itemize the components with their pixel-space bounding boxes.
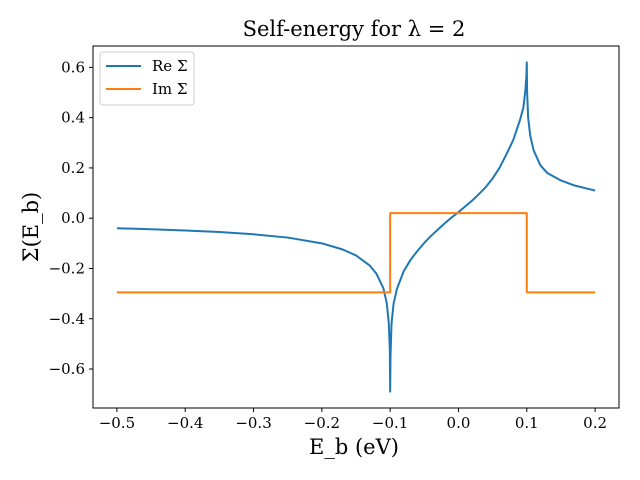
y-axis-label: Σ(E_b)	[19, 192, 43, 263]
im-sigma-line	[116, 212, 596, 294]
x-axis-label: E_b (eV)	[309, 435, 399, 459]
y-axis-ticks: −0.6 −0.4 −0.2 0.0 0.2 0.4 0.6	[49, 58, 93, 378]
legend-label-im: Im Σ	[152, 80, 188, 98]
x-tick-label: −0.5	[99, 414, 135, 432]
y-tick-label: 0.2	[61, 159, 85, 177]
chart-title: Self-energy for λ = 2	[243, 17, 466, 41]
series-group	[116, 61, 596, 393]
plot-frame	[92, 45, 620, 409]
re-sigma-line	[116, 61, 596, 393]
x-tick-label: −0.3	[235, 414, 271, 432]
x-tick-label: −0.4	[167, 414, 203, 432]
y-tick-label: −0.6	[49, 360, 85, 378]
x-tick-label: 0.2	[583, 414, 607, 432]
x-tick-label: −0.2	[304, 414, 340, 432]
x-tick-label: 0.0	[447, 414, 471, 432]
y-tick-label: 0.6	[61, 58, 85, 76]
y-tick-label: 0.0	[61, 209, 85, 227]
x-axis-ticks: −0.5 −0.4 −0.3 −0.2 −0.1 0.0 0.1 0.2	[99, 408, 607, 432]
x-tick-label: −0.1	[372, 414, 408, 432]
legend-label-re: Re Σ	[152, 57, 188, 75]
y-tick-label: 0.4	[61, 109, 85, 127]
y-tick-label: −0.4	[49, 310, 85, 328]
y-tick-label: −0.2	[49, 259, 85, 277]
legend: Re Σ Im Σ	[99, 51, 195, 106]
x-tick-label: 0.1	[515, 414, 539, 432]
